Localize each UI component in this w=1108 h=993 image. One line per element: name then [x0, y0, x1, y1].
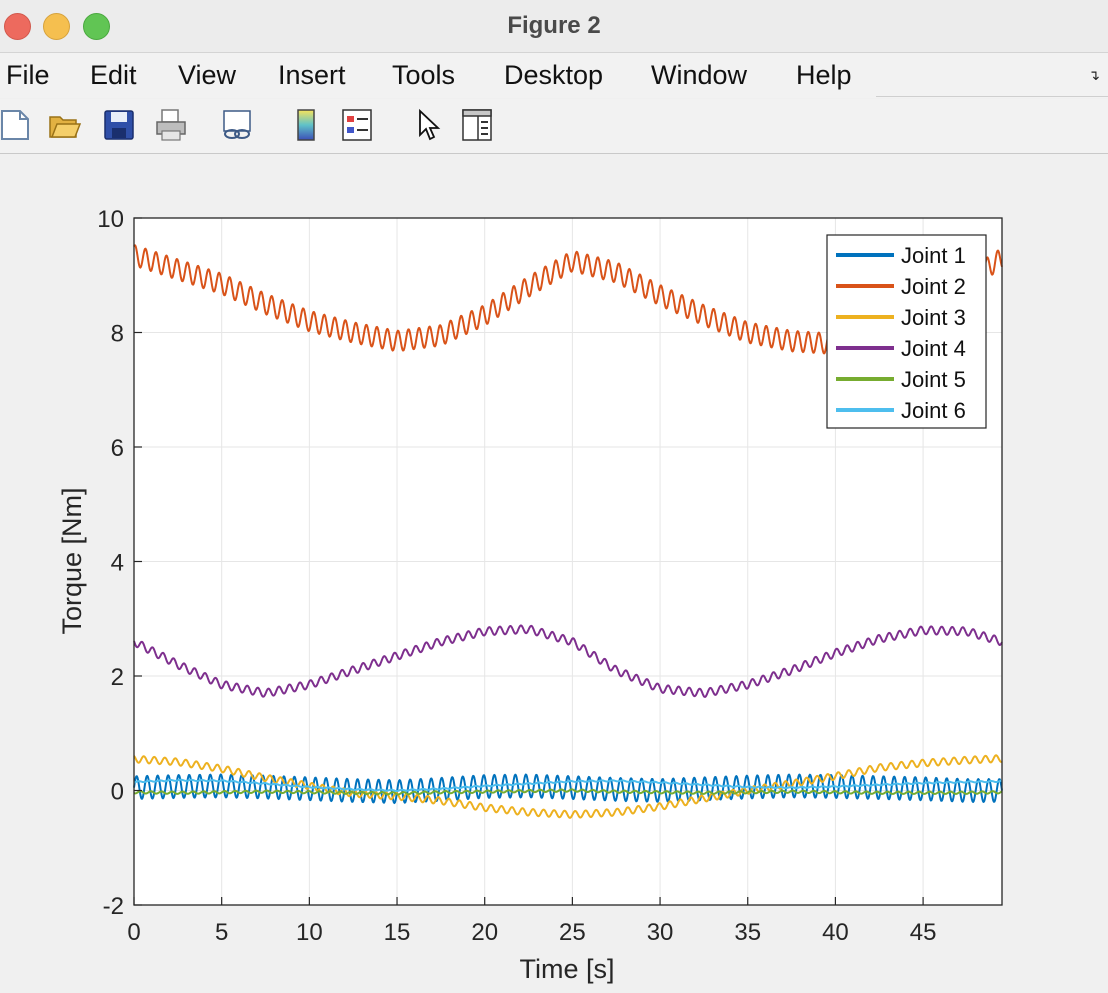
y-tick-label: 2 [111, 664, 124, 691]
pointer-icon[interactable] [410, 107, 444, 143]
new-figure-icon[interactable] [0, 107, 34, 143]
x-tick-label: 35 [734, 919, 761, 946]
legend-label-joint-1: Joint 1 [901, 243, 966, 268]
zoom-window-button[interactable] [83, 13, 110, 40]
menu-file[interactable]: File [6, 60, 50, 90]
legend[interactable]: Joint 1 Joint 2 Joint 3 Joint 4 Joint 5 Joint… [826, 234, 987, 429]
x-tick-label: 5 [215, 919, 228, 946]
menu-help[interactable]: Help [796, 60, 852, 90]
menu-overflow-icon[interactable]: ↴ [1088, 67, 1100, 83]
x-tick-label: 20 [471, 919, 498, 946]
series-line-joint-6 [133, 778, 1003, 793]
x-tick-label: 0 [127, 919, 140, 946]
toolbar [0, 99, 1108, 154]
property-inspector-icon[interactable] [460, 107, 494, 143]
x-tick-label: 10 [296, 919, 323, 946]
figure-area: 0 5 10 15 20 25 30 35 40 45 -2 0 2 4 6 8 10 Time [s] Tor… [0, 154, 1108, 988]
print-icon[interactable] [154, 107, 188, 143]
series-line-joint-4 [133, 624, 1003, 698]
y-tick-label: 4 [111, 550, 124, 577]
close-window-button[interactable] [4, 13, 31, 40]
legend-box [826, 234, 987, 429]
open-file-icon[interactable] [48, 107, 82, 143]
menu-bar: File Edit View Insert Tools Desktop Wind… [0, 53, 1108, 98]
menu-edit[interactable]: Edit [90, 60, 137, 90]
legend-label-joint-6: Joint 6 [901, 398, 966, 423]
save-icon[interactable] [102, 107, 136, 143]
y-tick-label: 8 [111, 321, 124, 348]
x-tick-label: 45 [910, 919, 937, 946]
y-tick-label: 10 [97, 206, 124, 233]
colorbar-icon[interactable] [290, 107, 324, 143]
x-axis-label: Time [s] [519, 954, 614, 984]
y-tick-label: -2 [103, 893, 124, 920]
legend-label-joint-3: Joint 3 [901, 305, 966, 330]
legend-icon[interactable] [340, 107, 374, 143]
legend-label-joint-5: Joint 5 [901, 367, 966, 392]
menu-desktop[interactable]: Desktop [504, 60, 604, 90]
series-line-joint-3 [133, 754, 1003, 819]
menu-insert[interactable]: Insert [278, 60, 346, 90]
y-axis-label: Torque [Nm] [57, 487, 87, 634]
x-tick-label: 30 [647, 919, 674, 946]
series-line-joint-5 [133, 788, 1003, 796]
series-line-joint-1 [133, 773, 1003, 805]
x-tick-label: 15 [384, 919, 411, 946]
y-tick-label: 6 [111, 435, 124, 462]
legend-label-joint-4: Joint 4 [901, 336, 966, 361]
link-plot-icon[interactable] [220, 107, 254, 143]
legend-label-joint-2: Joint 2 [901, 274, 966, 299]
menu-window[interactable]: Window [651, 60, 748, 90]
x-tick-label: 40 [822, 919, 849, 946]
window-titlebar: Figure 2 [0, 0, 1108, 53]
menu-view[interactable]: View [178, 60, 237, 90]
window-title: Figure 2 [507, 12, 601, 39]
menu-divider [876, 96, 1108, 97]
y-tick-label: 0 [111, 779, 124, 806]
menu-tools[interactable]: Tools [392, 60, 456, 90]
x-tick-label: 25 [559, 919, 586, 946]
minimize-window-button[interactable] [43, 13, 70, 40]
